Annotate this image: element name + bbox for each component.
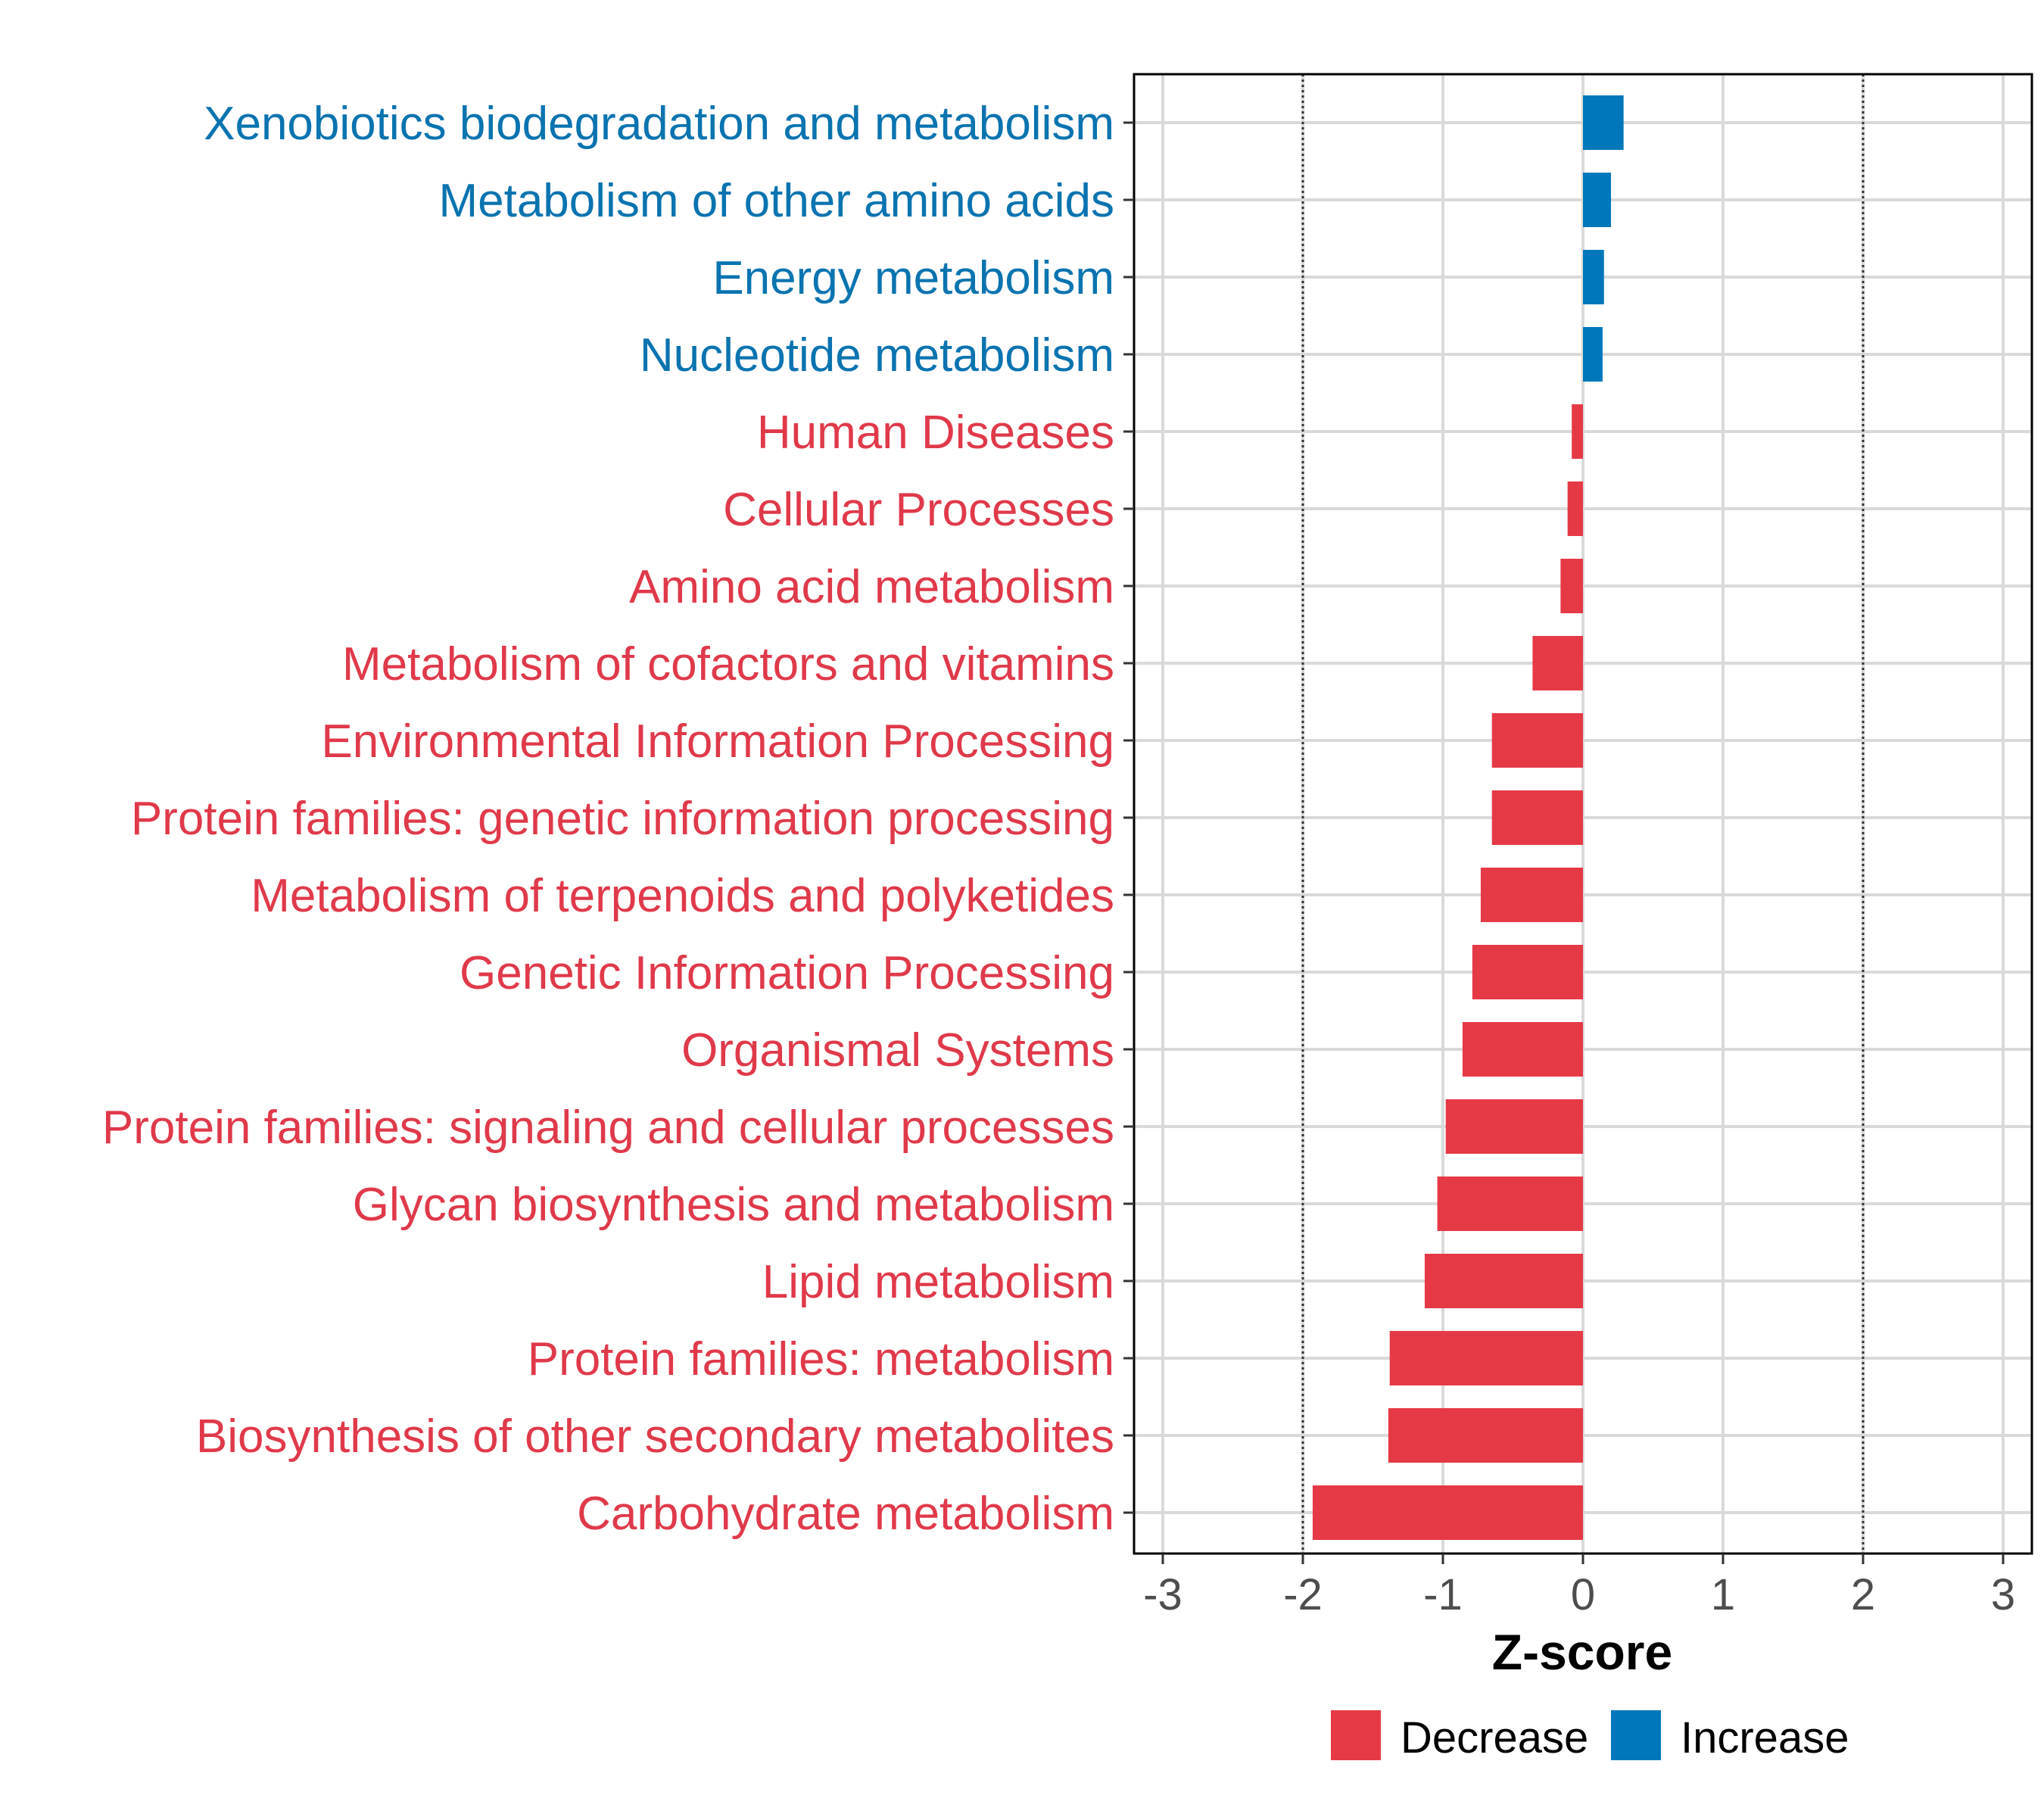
category-label: Organismal Systems [681,1024,1114,1077]
category-label: Glycan biosynthesis and metabolism [353,1179,1114,1231]
bar [1389,1331,1583,1385]
legend-label: Decrease [1401,1713,1588,1762]
category-label: Protein families: signaling and cellular… [102,1102,1114,1154]
bar [1388,1408,1583,1463]
category-label: Environmental Information Processing [321,715,1114,768]
bar [1424,1254,1583,1308]
category-label: Protein families: genetic information pr… [131,793,1114,845]
bar [1572,404,1583,459]
x-tick-label: -1 [1423,1570,1463,1619]
legend-key [1611,1710,1661,1760]
x-tick-label: 0 [1571,1570,1595,1619]
bars [1312,95,1624,1540]
x-tick-label: -3 [1143,1570,1182,1619]
category-label: Biosynthesis of other secondary metaboli… [196,1410,1114,1463]
bar [1437,1177,1583,1231]
category-label: Human Diseases [757,407,1114,459]
x-tick-label: 1 [1711,1570,1735,1619]
x-axis-ticks [1161,1554,2005,1564]
bar [1472,945,1583,999]
bar [1532,636,1583,690]
x-tick-label: -2 [1283,1570,1323,1619]
category-label: Energy metabolism [712,252,1114,304]
bar [1560,559,1583,613]
bar [1462,1022,1583,1077]
bar [1312,1485,1583,1540]
category-label: Nucleotide metabolism [640,329,1114,382]
legend: Decrease Increase [1331,1710,1849,1762]
bar [1480,868,1583,922]
bar [1583,250,1604,304]
y-axis-labels: Xenobiotics biodegradation and metabolis… [102,98,1114,1540]
bar [1491,713,1583,768]
x-tick-label: 3 [1991,1570,2015,1619]
category-label: Lipid metabolism [762,1256,1114,1308]
category-label: Metabolism of cofactors and vitamins [342,638,1114,690]
y-axis-ticks [1123,121,1134,1514]
category-label: Cellular Processes [723,484,1114,536]
bar [1491,790,1583,845]
bar [1445,1099,1583,1154]
bar [1567,482,1583,536]
category-label: Protein families: metabolism [528,1333,1114,1385]
bar [1583,327,1603,382]
category-label: Metabolism of terpenoids and polyketides [251,870,1114,922]
category-label: Genetic Information Processing [460,947,1114,999]
bar [1583,173,1611,227]
x-axis-title: Z-score [1492,1624,1672,1680]
x-tick-label: 2 [1851,1570,1875,1619]
legend-key [1331,1710,1381,1760]
x-axis-labels: -3 -2 -1 0 1 2 3 [1143,1570,2015,1619]
category-label: Amino acid metabolism [629,561,1114,613]
category-label: Carbohydrate metabolism [577,1488,1114,1540]
bar [1583,95,1624,150]
category-label: Metabolism of other amino acids [438,175,1114,227]
legend-label: Increase [1681,1713,1849,1762]
category-label: Xenobiotics biodegradation and metabolis… [204,98,1114,150]
